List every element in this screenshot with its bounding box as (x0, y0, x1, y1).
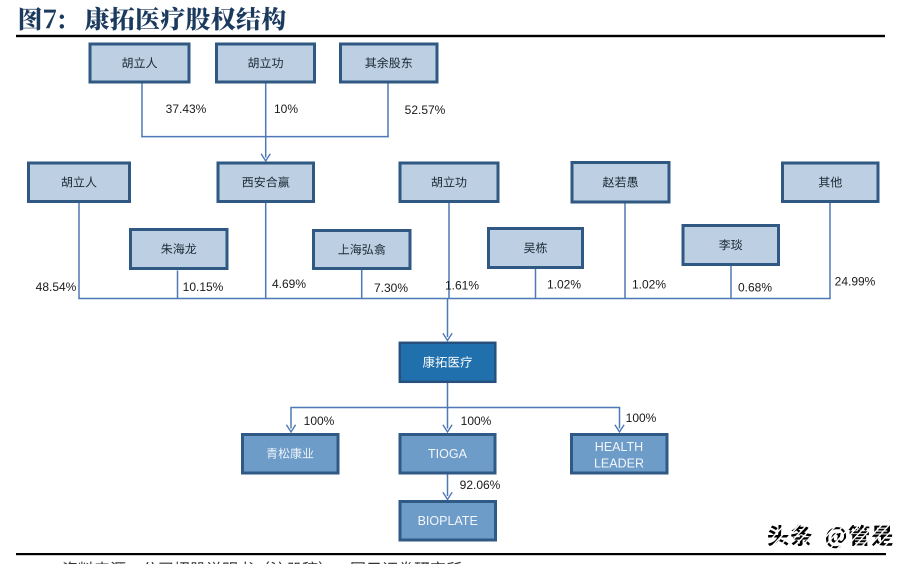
svg-text:24.99%: 24.99% (835, 275, 876, 289)
svg-text:100%: 100% (461, 414, 492, 428)
svg-text:92.06%: 92.06% (460, 478, 501, 492)
svg-text:BIOPLATE: BIOPLATE (418, 514, 478, 528)
svg-text:4.69%: 4.69% (272, 277, 306, 291)
svg-text:TIOGA: TIOGA (428, 447, 468, 461)
svg-text:48.54%: 48.54% (36, 280, 77, 294)
svg-text:1.61%: 1.61% (445, 279, 479, 293)
svg-text:1.02%: 1.02% (547, 278, 581, 292)
svg-text:10.15%: 10.15% (183, 280, 224, 294)
svg-text:37.43%: 37.43% (166, 102, 207, 116)
svg-text:52.57%: 52.57% (405, 103, 446, 117)
svg-text:LEADER: LEADER (594, 456, 644, 470)
svg-text:1.02%: 1.02% (632, 278, 666, 292)
svg-text:100%: 100% (304, 414, 335, 428)
svg-text:7.30%: 7.30% (374, 281, 408, 295)
svg-text:100%: 100% (626, 411, 657, 425)
svg-text:0.68%: 0.68% (738, 281, 772, 295)
svg-text:HEALTH: HEALTH (595, 440, 643, 454)
svg-text:10%: 10% (274, 102, 298, 116)
